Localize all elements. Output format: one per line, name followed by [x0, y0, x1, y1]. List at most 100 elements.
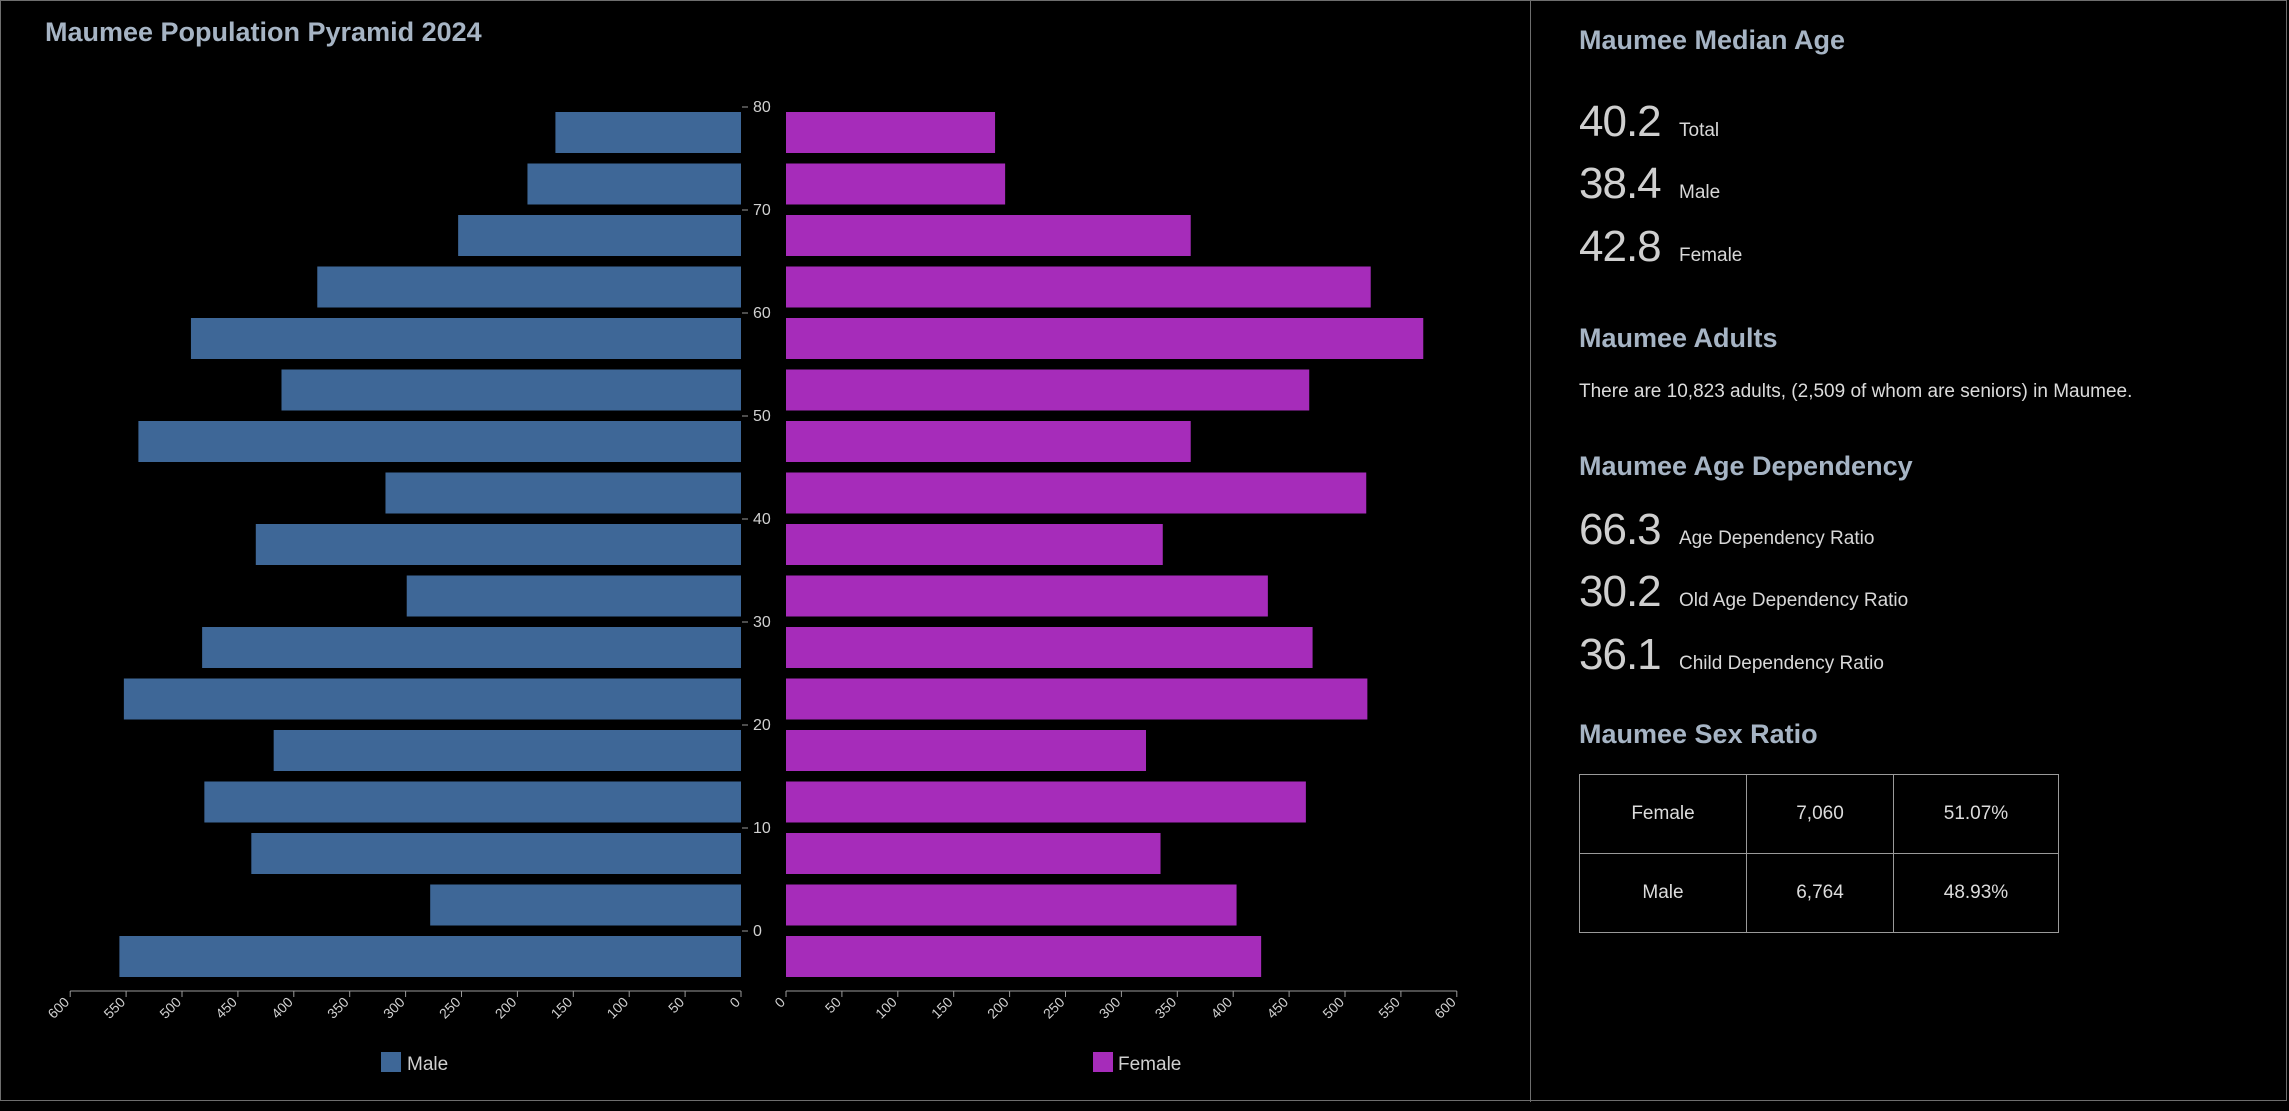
percent-cell: 48.93%	[1893, 853, 2059, 933]
age-label: 40	[753, 511, 771, 528]
female-bar	[786, 884, 1237, 926]
female-bar	[786, 421, 1191, 462]
female-bar	[786, 730, 1146, 771]
stat-value: 66.3	[1579, 505, 1662, 554]
age-label: 0	[753, 923, 762, 940]
female-x-tick-label: 600	[1431, 994, 1459, 1022]
male-bar	[251, 833, 742, 874]
male-bar	[385, 472, 741, 514]
sex-ratio-title: Maumee Sex Ratio	[1579, 719, 1818, 749]
female-bar	[786, 215, 1191, 256]
male-x-tick-label: 600	[44, 994, 72, 1022]
male-bar	[406, 575, 741, 617]
male-bar	[255, 524, 741, 565]
female-x-tick-label: 150	[928, 994, 956, 1022]
age-label: 50	[753, 408, 771, 425]
count-cell: 7,060	[1746, 774, 1894, 854]
male-x-tick-label: 450	[212, 994, 240, 1022]
count-cell: 6,764	[1746, 853, 1894, 933]
male-bar	[527, 163, 741, 205]
female-x-tick-label: 450	[1263, 994, 1291, 1022]
percent-cell: 51.07%	[1893, 774, 2059, 854]
female-x-tick-label: 50	[822, 994, 844, 1016]
male-bar	[190, 318, 742, 359]
female-bar	[786, 318, 1424, 359]
male-x-tick-label: 350	[324, 994, 352, 1022]
table-row: Female 7,060 51.07%	[1579, 774, 2059, 854]
male-x-tick-label: 150	[548, 994, 576, 1022]
age-label: 20	[753, 717, 771, 734]
sex-cell: Male	[1579, 853, 1747, 933]
female-bar	[786, 833, 1161, 874]
male-bar	[123, 678, 741, 720]
female-bar	[786, 163, 1006, 205]
stat-value: 40.2	[1579, 97, 1662, 146]
stat-label: Total	[1679, 120, 1720, 141]
median-age-title: Maumee Median Age	[1579, 25, 1846, 55]
median-age-female: 42.8 Female	[1579, 222, 1742, 272]
female-bar	[786, 112, 996, 153]
female-x-tick-label: 200	[984, 994, 1012, 1022]
legend-female-swatch	[1093, 1052, 1113, 1072]
male-bar	[119, 936, 742, 977]
median-age-male: 38.4 Male	[1579, 159, 1720, 209]
panel-divider	[1530, 1, 1531, 1102]
stat-label: Male	[1679, 182, 1721, 203]
male-bar	[281, 369, 741, 411]
stat-value: 30.2	[1579, 567, 1662, 616]
male-bar	[458, 215, 741, 256]
table-row: Male 6,764 48.93%	[1579, 853, 2059, 933]
male-bar	[317, 266, 741, 308]
female-bar	[786, 781, 1306, 823]
sex-cell: Female	[1579, 774, 1747, 854]
male-x-tick-label: 500	[156, 994, 184, 1022]
stat-label: Old Age Dependency Ratio	[1679, 590, 1909, 611]
stat-label: Child Dependency Ratio	[1679, 653, 1884, 674]
female-x-tick-label: 550	[1375, 994, 1403, 1022]
chart-title: Maumee Population Pyramid 2024	[45, 17, 482, 47]
adults-title: Maumee Adults	[1579, 323, 1778, 353]
legend-male-swatch	[381, 1052, 401, 1072]
adults-summary: There are 10,823 adults, (2,509 of whom …	[1579, 381, 2133, 402]
age-label: 70	[753, 202, 771, 219]
male-x-tick-label: 300	[380, 994, 408, 1022]
stat-label: Age Dependency Ratio	[1679, 528, 1875, 549]
dependency-title: Maumee Age Dependency	[1579, 451, 1913, 481]
female-bar	[786, 575, 1268, 617]
female-x-tick-label: 400	[1207, 994, 1235, 1022]
male-bar	[273, 730, 741, 771]
stats-panel: Maumee Median Age 40.2 Total 38.4 Male 4…	[1579, 1, 2269, 1102]
stat-value: 42.8	[1579, 222, 1662, 271]
legend-male-label: Male	[407, 1054, 448, 1075]
female-bar	[786, 266, 1371, 308]
age-label: 10	[753, 820, 771, 837]
male-x-tick-label: 100	[603, 994, 631, 1022]
female-x-tick-label: 350	[1152, 994, 1180, 1022]
median-age-total: 40.2 Total	[1579, 97, 1719, 147]
age-label: 60	[753, 305, 771, 322]
stat-label: Female	[1679, 245, 1743, 266]
female-x-tick-label: 500	[1319, 994, 1347, 1022]
stat-value: 36.1	[1579, 630, 1662, 679]
male-x-tick-label: 200	[492, 994, 520, 1022]
male-bar	[202, 627, 741, 668]
female-x-tick-label: 300	[1096, 994, 1124, 1022]
male-x-tick-label: 550	[100, 994, 128, 1022]
female-bar	[786, 369, 1310, 411]
female-x-tick-label: 100	[872, 994, 900, 1022]
male-bar	[138, 421, 741, 462]
age-label: 30	[753, 614, 771, 631]
female-x-tick-label: 250	[1040, 994, 1068, 1022]
pyramid-panel: Maumee Population Pyramid 2024 80 70 60 50 4…	[1, 1, 1531, 1102]
old-age-dependency-ratio: 30.2 Old Age Dependency Ratio	[1579, 567, 1908, 617]
male-bar	[555, 112, 741, 153]
child-dependency-ratio: 36.1 Child Dependency Ratio	[1579, 630, 1884, 680]
female-bar	[786, 472, 1367, 514]
age-dependency-ratio: 66.3 Age Dependency Ratio	[1579, 505, 1874, 555]
female-bar	[786, 524, 1163, 565]
male-bar	[204, 781, 742, 823]
female-bar	[786, 678, 1368, 720]
female-bar	[786, 936, 1262, 977]
